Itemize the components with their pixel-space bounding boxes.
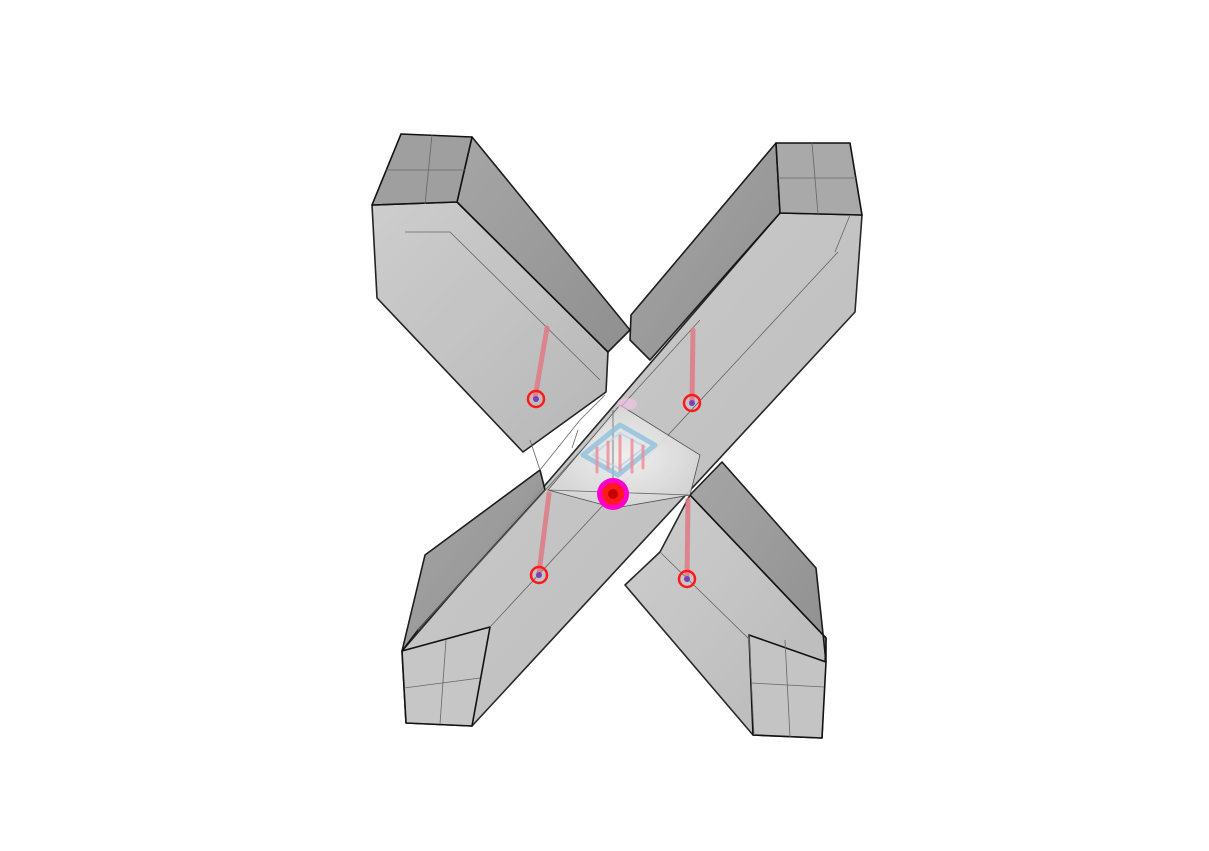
marker-upper-left[interactable] <box>526 389 546 409</box>
beam-b-upper-end-cap <box>775 142 863 216</box>
beam-b-side-face <box>629 142 781 361</box>
bracket-pins <box>595 398 645 474</box>
marker-upper-right[interactable] <box>682 393 702 413</box>
beam-a-upper-front-face <box>371 201 609 453</box>
beam-a-upper-end-cap <box>371 133 473 206</box>
marker-lower-right[interactable] <box>677 569 697 589</box>
inner-bracket[interactable] <box>580 422 658 478</box>
beam-top-left-to-bottom-right[interactable] <box>371 133 827 739</box>
load-rods <box>532 325 696 581</box>
rod-upper-left <box>532 325 550 401</box>
inner-bracket-outline <box>580 422 658 478</box>
marker-center-selected[interactable] <box>597 478 629 510</box>
rod-lower-right <box>684 497 691 581</box>
beam-a-lower-side-face <box>689 461 827 663</box>
rod-upper-right <box>689 327 696 405</box>
marker-lower-left[interactable] <box>529 565 549 585</box>
rod-lower-left <box>536 491 552 576</box>
beam-b-lower-end-cap <box>401 626 491 727</box>
center-joint-edge <box>539 394 606 471</box>
